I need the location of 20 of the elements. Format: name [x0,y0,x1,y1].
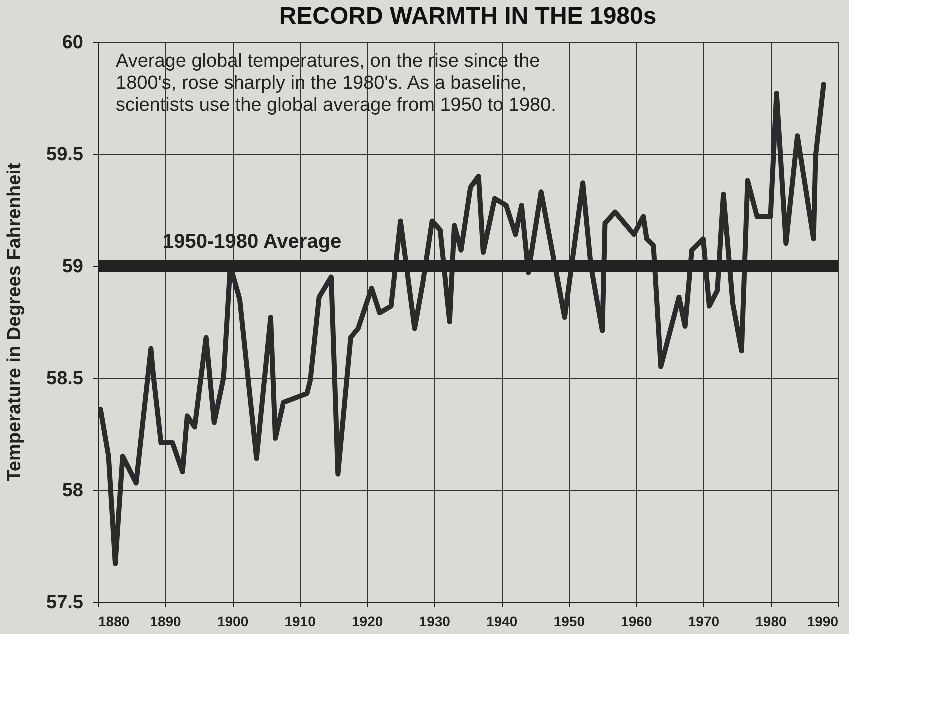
x-tick-label: 1960 [621,614,652,630]
y-tick-label: 59.5 [46,144,84,166]
x-tick-label: 1890 [150,614,182,630]
x-tick-label: 1990 [807,614,839,630]
y-tick-label: 59 [62,256,84,278]
x-tick-label: 1920 [352,614,384,630]
y-tick-label: 58 [62,480,84,502]
x-tick-label: 1930 [419,614,451,630]
x-tick-label: 1970 [688,614,720,630]
x-tick-label: 1910 [284,614,316,630]
x-tick-label: 1980 [756,614,788,630]
x-tick-label: 1950 [554,614,586,630]
y-axis-title: Temperature in Degrees Fahrenheit [4,162,26,482]
x-tick-label: 1900 [217,614,249,630]
y-tick-label: 58.5 [46,368,84,390]
y-tick-label: 57.5 [46,592,84,614]
y-tick-label: 60 [62,32,84,54]
chart-title: RECORD WARMTH IN THE 1980s [279,3,657,30]
x-tick-label: 1940 [486,614,518,630]
x-tick-label: 1880 [98,614,130,630]
